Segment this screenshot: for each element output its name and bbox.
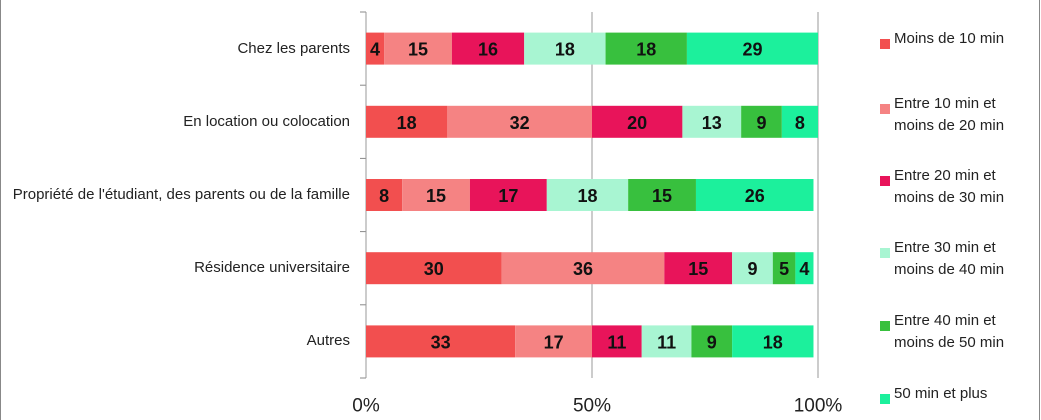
data-label: 15 (688, 259, 708, 279)
data-label: 4 (370, 40, 380, 60)
bar-segment (741, 105, 782, 138)
data-label: 18 (555, 40, 575, 60)
data-label: 15 (652, 186, 672, 206)
data-label: 16 (478, 40, 498, 60)
bar-segment (366, 105, 448, 138)
bar-segment (402, 179, 470, 211)
bar-segment (469, 179, 547, 211)
data-label: 9 (747, 259, 757, 279)
bar-segment (628, 179, 696, 211)
bar-segment (781, 105, 818, 138)
data-label: 18 (636, 40, 656, 60)
data-label: 8 (379, 186, 389, 206)
data-label: 29 (742, 40, 762, 60)
data-label: 9 (707, 332, 717, 352)
legend-swatch (880, 394, 890, 404)
data-label: 11 (607, 332, 626, 352)
data-label: 13 (702, 113, 722, 133)
data-label: 11 (657, 332, 676, 352)
bar-segment (605, 32, 687, 65)
data-label: 17 (498, 186, 518, 206)
bar-segment (592, 325, 642, 358)
data-label: 26 (745, 186, 765, 206)
bar-segment (682, 105, 742, 138)
bar-segment (664, 252, 733, 285)
legend-label: Entre 20 min et moins de 30 min (894, 167, 1005, 206)
bar-segment (366, 179, 403, 211)
category-label: En location ou colocation (183, 112, 350, 130)
bar-segment (524, 32, 606, 65)
bar-segment (732, 252, 773, 285)
bar-segment (546, 179, 629, 211)
x-tick-label: 50% (573, 396, 611, 417)
category-label: Chez les parents (237, 39, 350, 57)
bar-segment (772, 252, 796, 285)
category-label: Autres (306, 332, 350, 350)
legend-swatch (880, 104, 890, 114)
bar-segment (641, 325, 692, 358)
x-tick-label: 0% (352, 396, 380, 417)
x-tick-label: 100% (794, 396, 843, 417)
data-label: 9 (756, 113, 766, 133)
legend-label: 50 min et plus (894, 385, 988, 402)
bar-segment (451, 32, 525, 65)
data-label: 17 (544, 332, 564, 352)
legend-label: Entre 30 min et moins de 40 min (894, 239, 1005, 278)
data-label: 15 (426, 186, 446, 206)
bar-segment (515, 325, 592, 358)
data-label: 33 (431, 332, 451, 352)
data-label: 8 (795, 113, 805, 133)
bar-segment (366, 32, 385, 65)
legend-label: Moins de 10 min (894, 30, 1005, 47)
legend-swatch (880, 176, 890, 186)
bar-segment (592, 105, 683, 138)
bar-segment (447, 105, 592, 138)
bar-segment (795, 252, 814, 285)
category-label: Résidence universitaire (194, 259, 350, 277)
bar-segment (384, 32, 452, 65)
legend-swatch (880, 39, 890, 49)
data-label: 5 (779, 259, 789, 279)
legend-swatch (880, 248, 890, 258)
bar-segment (691, 325, 733, 358)
bar-segment (686, 32, 818, 65)
legend-label: Entre 40 min et moins de 50 min (894, 312, 1005, 351)
bar-segment (732, 325, 814, 358)
bar-segment (695, 179, 814, 211)
category-label: Propriété de l'étudiant, des parents ou … (12, 186, 350, 203)
data-label: 18 (577, 186, 597, 206)
data-label: 18 (763, 332, 783, 352)
bar-segment (366, 325, 516, 358)
bar-segment (501, 252, 665, 285)
data-label: 36 (573, 259, 593, 279)
data-label: 18 (397, 113, 417, 133)
data-label: 20 (627, 113, 647, 133)
data-label: 30 (424, 259, 444, 279)
data-label: 32 (510, 113, 530, 133)
legend-label: Entre 10 min et moins de 20 min (894, 95, 1005, 134)
data-label: 4 (799, 259, 809, 279)
data-label: 15 (408, 40, 428, 60)
legend-swatch (880, 321, 890, 331)
bar-segment (366, 252, 502, 285)
